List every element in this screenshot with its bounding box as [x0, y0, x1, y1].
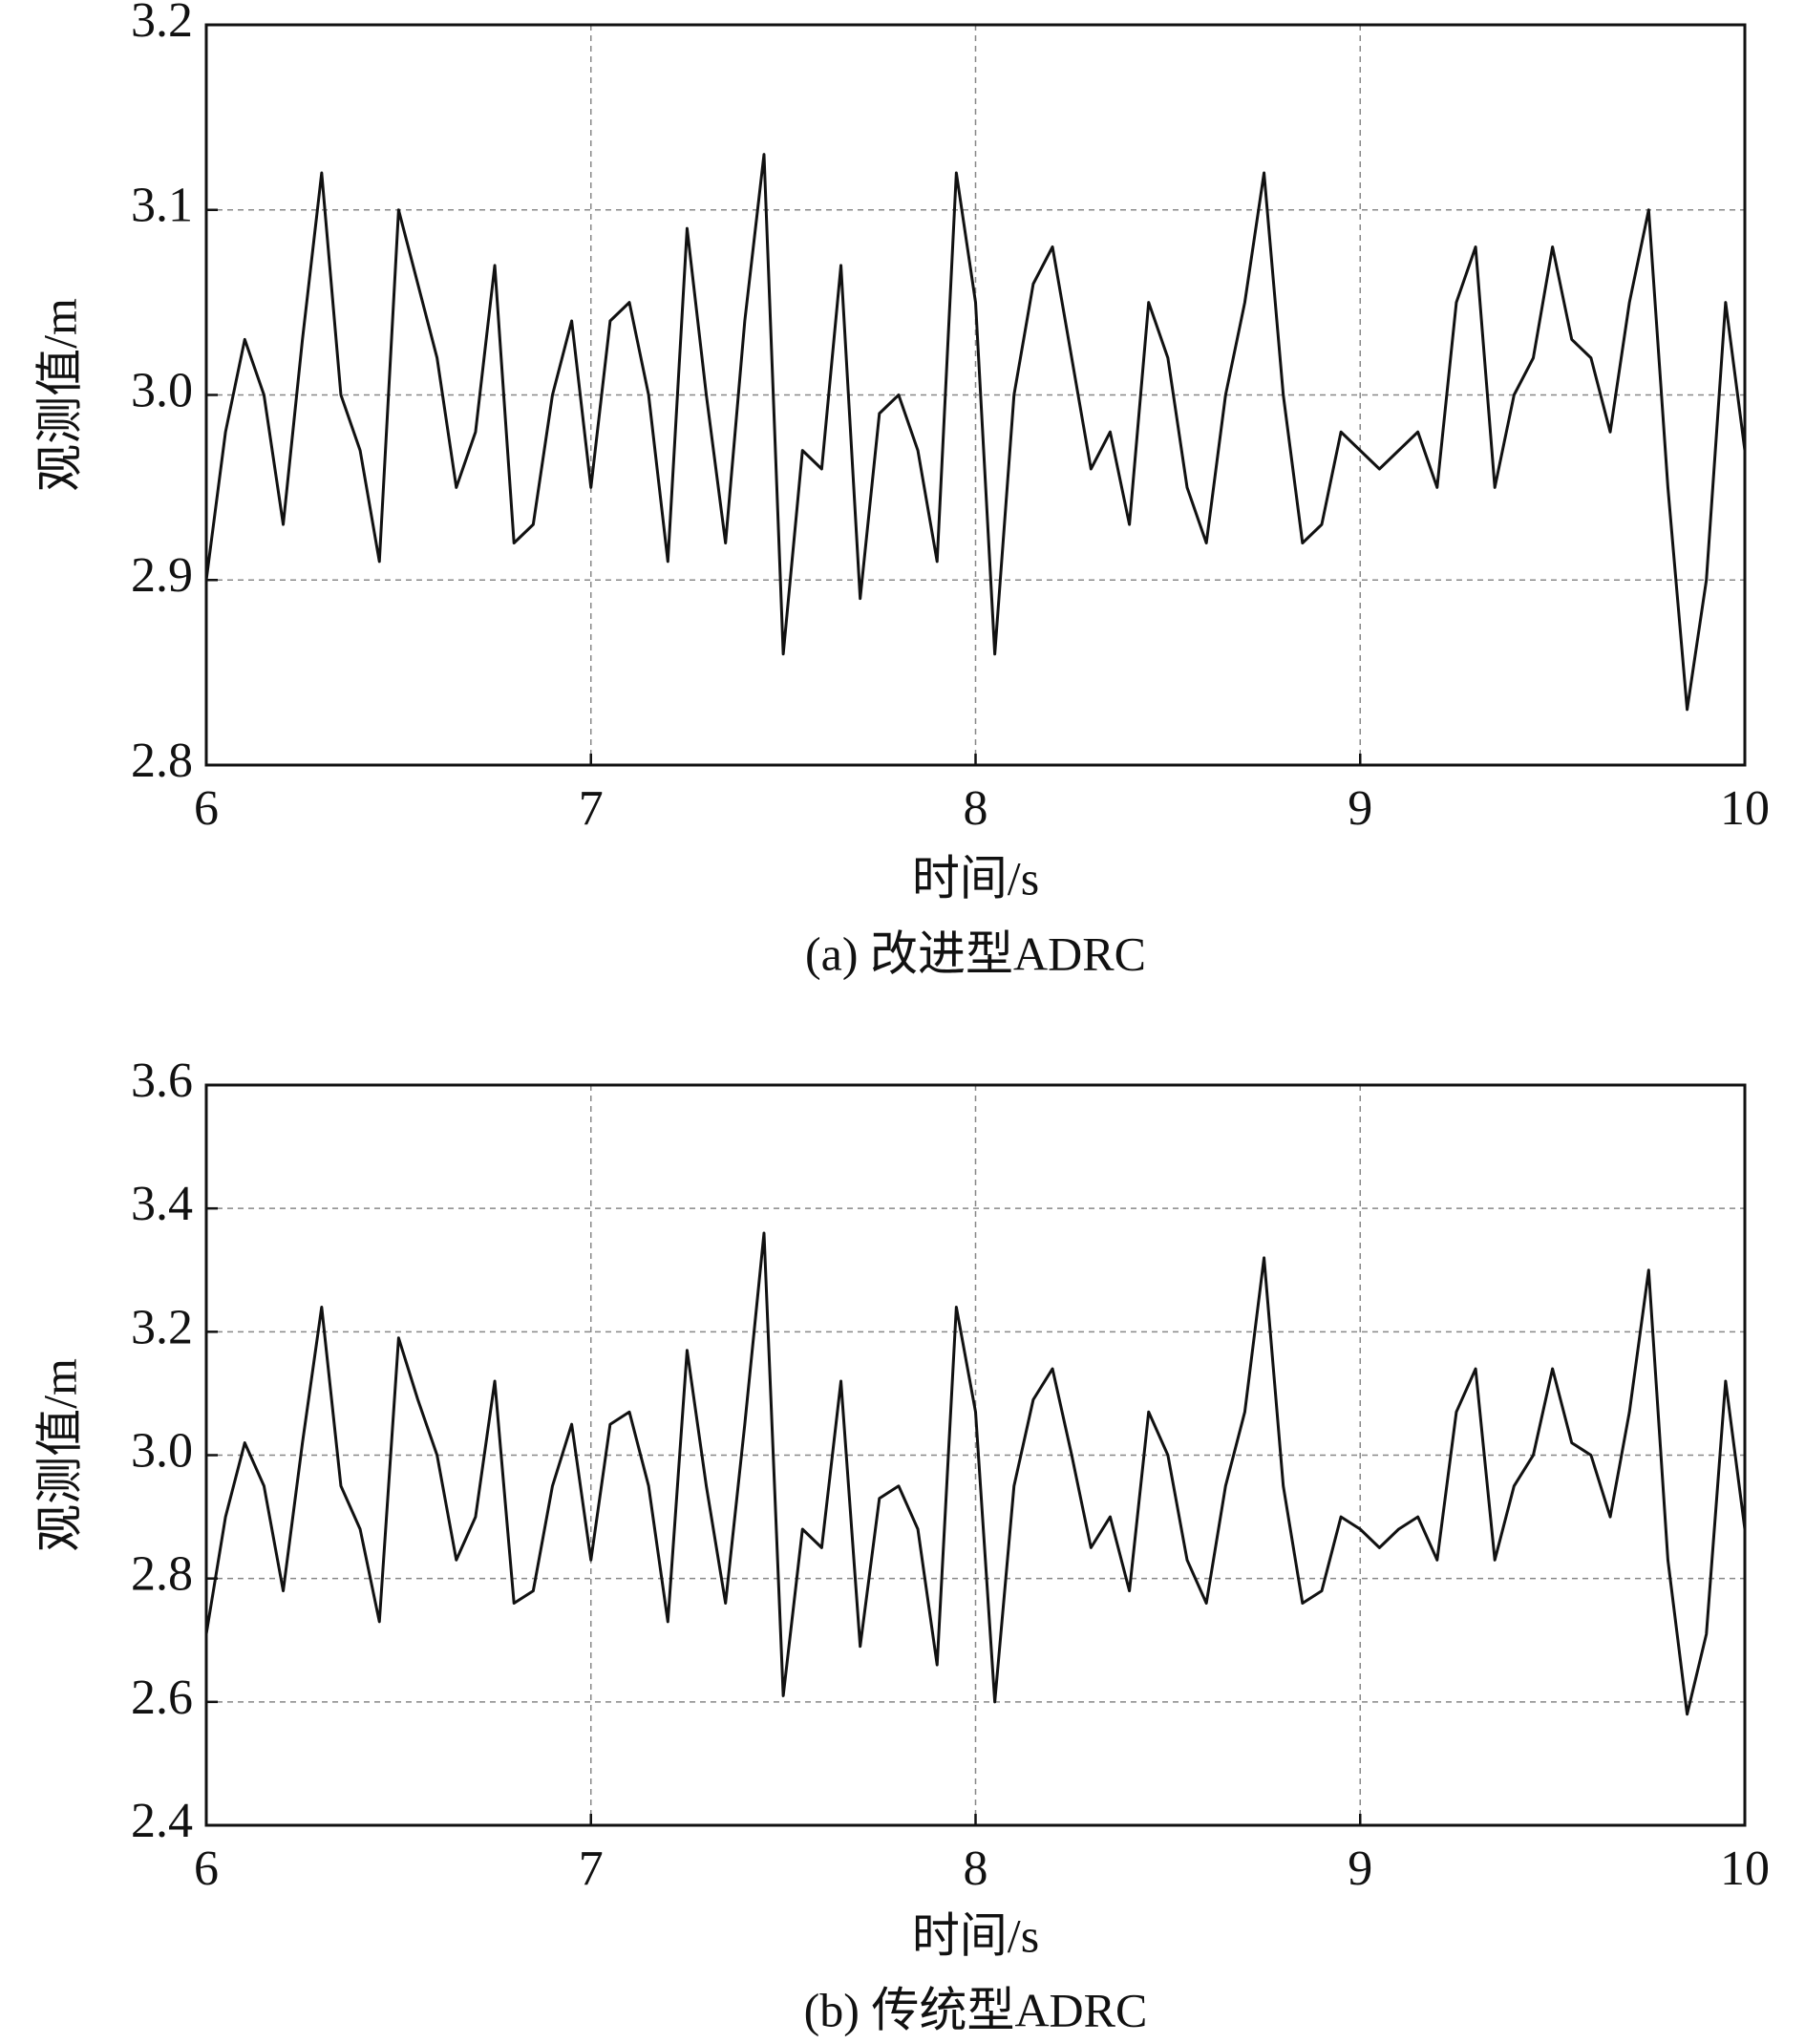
x-tick-label: 9	[1348, 781, 1372, 836]
x-axis-label: 时间/s	[912, 1908, 1039, 1962]
y-axis-label: 观测值/m	[32, 1358, 86, 1552]
x-tick-label: 8	[964, 1842, 988, 1896]
y-tick-label: 2.9	[131, 548, 193, 603]
y-tick-label: 3.4	[131, 1177, 193, 1231]
x-tick-label: 9	[1348, 1842, 1372, 1896]
y-tick-label: 3.2	[131, 1300, 193, 1354]
chart-caption: (b) 传统型ADRC	[804, 1983, 1148, 2036]
plot-frame	[204, 23, 1747, 767]
x-tick-label: 8	[964, 781, 988, 836]
plot-frame	[204, 1083, 1747, 1827]
chart-caption: (a) 改进型ADRC	[805, 926, 1146, 980]
data-line	[204, 153, 1747, 712]
y-tick-label: 3.1	[131, 179, 193, 233]
x-tick-label: 6	[194, 781, 219, 836]
y-tick-label: 3.0	[131, 363, 193, 417]
data-line	[204, 1231, 1747, 1716]
y-tick-label: 2.8	[131, 734, 193, 788]
y-tick-label: 2.8	[131, 1547, 193, 1602]
y-tick-label: 3.2	[131, 0, 193, 48]
y-tick-label: 2.6	[131, 1671, 193, 1725]
x-axis-label: 时间/s	[912, 851, 1039, 905]
y-axis-label: 观测值/m	[32, 298, 86, 492]
y-tick-label: 3.0	[131, 1423, 193, 1478]
y-tick-label: 2.4	[131, 1794, 193, 1848]
x-tick-label: 6	[194, 1842, 219, 1896]
y-tick-label: 3.6	[131, 1054, 193, 1108]
x-tick-label: 7	[579, 781, 604, 836]
x-tick-label: 7	[579, 1842, 604, 1896]
x-tick-label: 10	[1720, 1842, 1770, 1896]
x-tick-label: 10	[1720, 781, 1770, 836]
